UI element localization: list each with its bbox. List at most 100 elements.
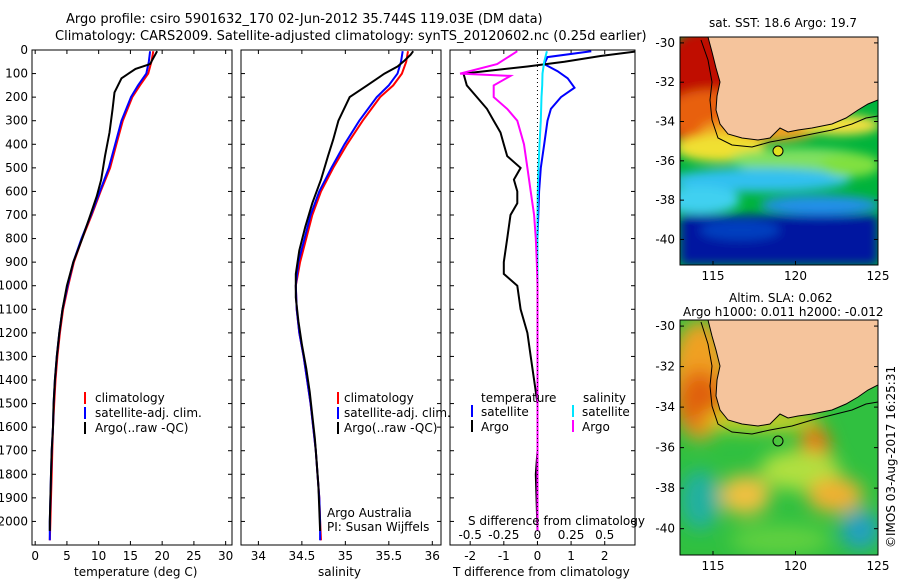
s-diff-tick-label: 0.5: [595, 528, 614, 542]
sst-contour: [700, 39, 878, 148]
argo-float-marker: [772, 145, 784, 157]
legend-title-salinity: salinity: [583, 391, 626, 405]
temperature-ytick-label: 1200: [0, 326, 28, 340]
sst_map-ytick-label: -38: [655, 193, 675, 207]
difference-panel: [449, 49, 636, 546]
temperature-ytick-label: 500: [5, 161, 28, 175]
s-diff-tick-label: -0.25: [488, 528, 519, 542]
x-axis-label-s-diff: S difference from climatology: [468, 514, 645, 528]
difference-series-line: [459, 50, 539, 531]
sla_map-ytick-label: -34: [655, 400, 675, 414]
temperature-ytick-label: 1800: [0, 467, 28, 481]
imos-credit: ©IMOS 03-Aug-2017 16:25:31: [884, 366, 898, 548]
temperature-panel: [31, 49, 233, 546]
salinity-panel: [240, 49, 442, 546]
sla_map-ytick-label: -38: [655, 481, 675, 495]
difference-xtick-label: 2: [601, 549, 609, 563]
temperature-xtick-label: 15: [123, 549, 138, 563]
temperature-ytick-label: 800: [5, 232, 28, 246]
sla_map-xtick-label: 125: [867, 559, 890, 573]
sla-map-title-line1: Altim. SLA: 0.062: [729, 291, 833, 305]
temperature-xtick-label: 0: [31, 549, 39, 563]
temperature-ytick-label: 1300: [0, 349, 28, 363]
temperature-ytick-label: 1600: [0, 420, 28, 434]
sst-map: [680, 37, 878, 265]
temperature-xtick-label: 25: [186, 549, 201, 563]
legend-label-satellite: satellite-adj. clim.: [95, 406, 202, 420]
sst-land: [708, 37, 878, 140]
temperature-xtick-label: 10: [91, 549, 106, 563]
salinity-xtick-label: 34: [251, 549, 266, 563]
temperature-xtick-label: 5: [63, 549, 71, 563]
temperature-ytick-label: 600: [5, 184, 28, 198]
legend-label-s-satellite: satellite: [582, 405, 630, 419]
salinity-xtick-label: 34.5: [289, 549, 316, 563]
temperature-ytick-label: 100: [5, 67, 28, 81]
temperature-ytick-label: 400: [5, 137, 28, 151]
temperature-ytick-label: 1500: [0, 397, 28, 411]
legend-label-t-satellite: satellite: [481, 405, 529, 419]
sla-contour: [700, 321, 878, 435]
figure-title-line2: Climatology: CARS2009. Satellite-adjuste…: [55, 29, 647, 44]
legend-label-argo: Argo(..raw -QC): [95, 421, 188, 435]
difference-xtick-label: 1: [567, 549, 575, 563]
temperature-ytick-label: 1700: [0, 444, 28, 458]
sst_map-ytick-label: -32: [655, 75, 675, 89]
difference-series-line: [536, 50, 548, 522]
legend-title-temperature: temperature: [481, 391, 556, 405]
temperature-ytick-label: 900: [5, 255, 28, 269]
sst-map-title: sat. SST: 18.6 Argo: 19.7: [709, 16, 857, 30]
sla_map-ytick-label: -40: [655, 522, 675, 536]
sla_map-ytick-label: -30: [655, 319, 675, 333]
sst_map-xtick-label: 115: [702, 269, 725, 283]
sst_map-xtick-label: 120: [784, 269, 807, 283]
s-diff-tick-label: -0.5: [458, 528, 481, 542]
temperature-ytick-label: 0: [20, 43, 28, 57]
difference-xtick-label: 0: [534, 549, 542, 563]
x-axis-label-temperature: temperature (deg C): [74, 565, 197, 579]
legend-label-t-argo: Argo: [481, 420, 509, 434]
salinity-series-line: [294, 50, 415, 531]
legend-label-climatology: climatology: [95, 391, 165, 405]
legend-label-climatology: climatology: [344, 391, 414, 405]
x-axis-label-salinity: salinity: [318, 565, 361, 579]
temperature-ytick-label: 300: [5, 114, 28, 128]
legend-label-s-argo: Argo: [582, 420, 610, 434]
temperature-ytick-label: 200: [5, 90, 28, 104]
difference-series-line: [462, 50, 635, 531]
figure-title-line1: Argo profile: csiro 5901632_170 02-Jun-2…: [66, 12, 543, 27]
sst_map-xtick-label: 125: [867, 269, 890, 283]
sla-land: [708, 320, 878, 426]
legend-label-satellite: satellite-adj. clim.: [344, 406, 451, 420]
sla-map-title-line2: Argo h1000: 0.011 h2000: -0.012: [683, 305, 884, 319]
legend-label-argo: Argo(..raw -QC): [344, 421, 437, 435]
sst_map-ytick-label: -40: [655, 232, 675, 246]
sst_map-ytick-label: -30: [655, 36, 675, 50]
sla_map-ytick-label: -32: [655, 360, 675, 374]
temperature-xtick-label: 20: [155, 549, 170, 563]
temperature-ytick-label: 1000: [0, 279, 28, 293]
difference-xtick-label: -1: [498, 549, 510, 563]
sst_map-ytick-label: -36: [655, 154, 675, 168]
x-axis-label-t-diff: T difference from climatology: [452, 565, 630, 579]
credit-pi: PI: Susan Wijffels: [327, 520, 429, 534]
sst_map-ytick-label: -34: [655, 115, 675, 129]
salinity-xtick-label: 36: [425, 549, 440, 563]
salinity-xtick-label: 35: [338, 549, 353, 563]
sla_map-xtick-label: 120: [784, 559, 807, 573]
s-diff-tick-label: 0.25: [558, 528, 585, 542]
sla_map-xtick-label: 115: [702, 559, 725, 573]
temperature-ytick-label: 700: [5, 208, 28, 222]
temperature-ytick-label: 1400: [0, 373, 28, 387]
difference-series-line: [536, 50, 592, 522]
sla_map-ytick-label: -36: [655, 441, 675, 455]
credit-argo-australia: Argo Australia: [327, 506, 412, 520]
difference-xtick-label: -2: [464, 549, 476, 563]
temperature-series-line: [48, 50, 158, 531]
temperature-ytick-label: 2000: [0, 514, 28, 528]
sla-map: [680, 320, 878, 555]
temperature-xtick-label: 30: [218, 549, 233, 563]
temperature-ytick-label: 1100: [0, 302, 28, 316]
salinity-xtick-label: 35.5: [375, 549, 402, 563]
